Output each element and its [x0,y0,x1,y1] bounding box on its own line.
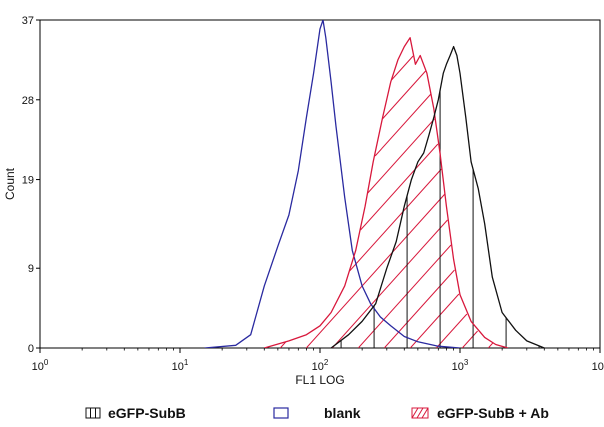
hatch-line [367,118,435,194]
series-line-egfp-subb-ab [264,37,509,348]
y-tick-label: 0 [28,343,34,355]
y-tick-label: 37 [22,15,34,27]
y-tick-label: 28 [22,95,34,107]
y-axis-label: Count [3,167,17,200]
plot-frame [39,19,601,349]
series-line-blank [204,20,461,348]
hatch-line [349,168,442,272]
legend-swatch-open [273,407,289,419]
hatch-line [374,93,432,157]
legend-swatch-vertical-hatch [85,407,101,419]
hatch-line [360,143,439,231]
hatch-line [409,293,460,348]
legend-label-egfp-subb-ab: eGFP-SubB + Ab [437,405,549,421]
hatch-line [279,341,287,348]
x-tick-label: 103 [452,358,469,373]
series-line-egfp-subb [330,45,545,348]
x-axis-label: FL1 LOG [295,373,344,387]
hatch-line [391,55,414,81]
y-tick-label: 9 [28,263,34,275]
hatch-line [461,330,478,348]
legend-item-egfp-subb: eGFP-SubB [85,405,186,421]
hatch-line [435,313,468,348]
x-tick-label: 101 [172,358,189,373]
x-tick-label: 102 [312,358,329,373]
hatch-line [331,219,448,348]
hatch-line [487,342,494,348]
hatch-line [357,244,452,348]
legend: eGFP-SubB blank eGFP-SubB + Ab [85,405,549,421]
legend-label-blank: blank [324,405,361,421]
legend-swatch-diagonal-hatch [411,407,429,419]
y-tick-label: 19 [22,175,34,187]
hatch-line [382,70,426,120]
legend-label-egfp-subb: eGFP-SubB [108,405,186,421]
legend-item-blank: blank [273,405,361,421]
x-tick-label: 104 [592,358,604,373]
hatch-line [383,269,455,348]
legend-item-egfp-subb-ab: eGFP-SubB + Ab [411,405,549,421]
x-tick-label: 100 [32,358,49,373]
hatch-line [305,193,446,348]
